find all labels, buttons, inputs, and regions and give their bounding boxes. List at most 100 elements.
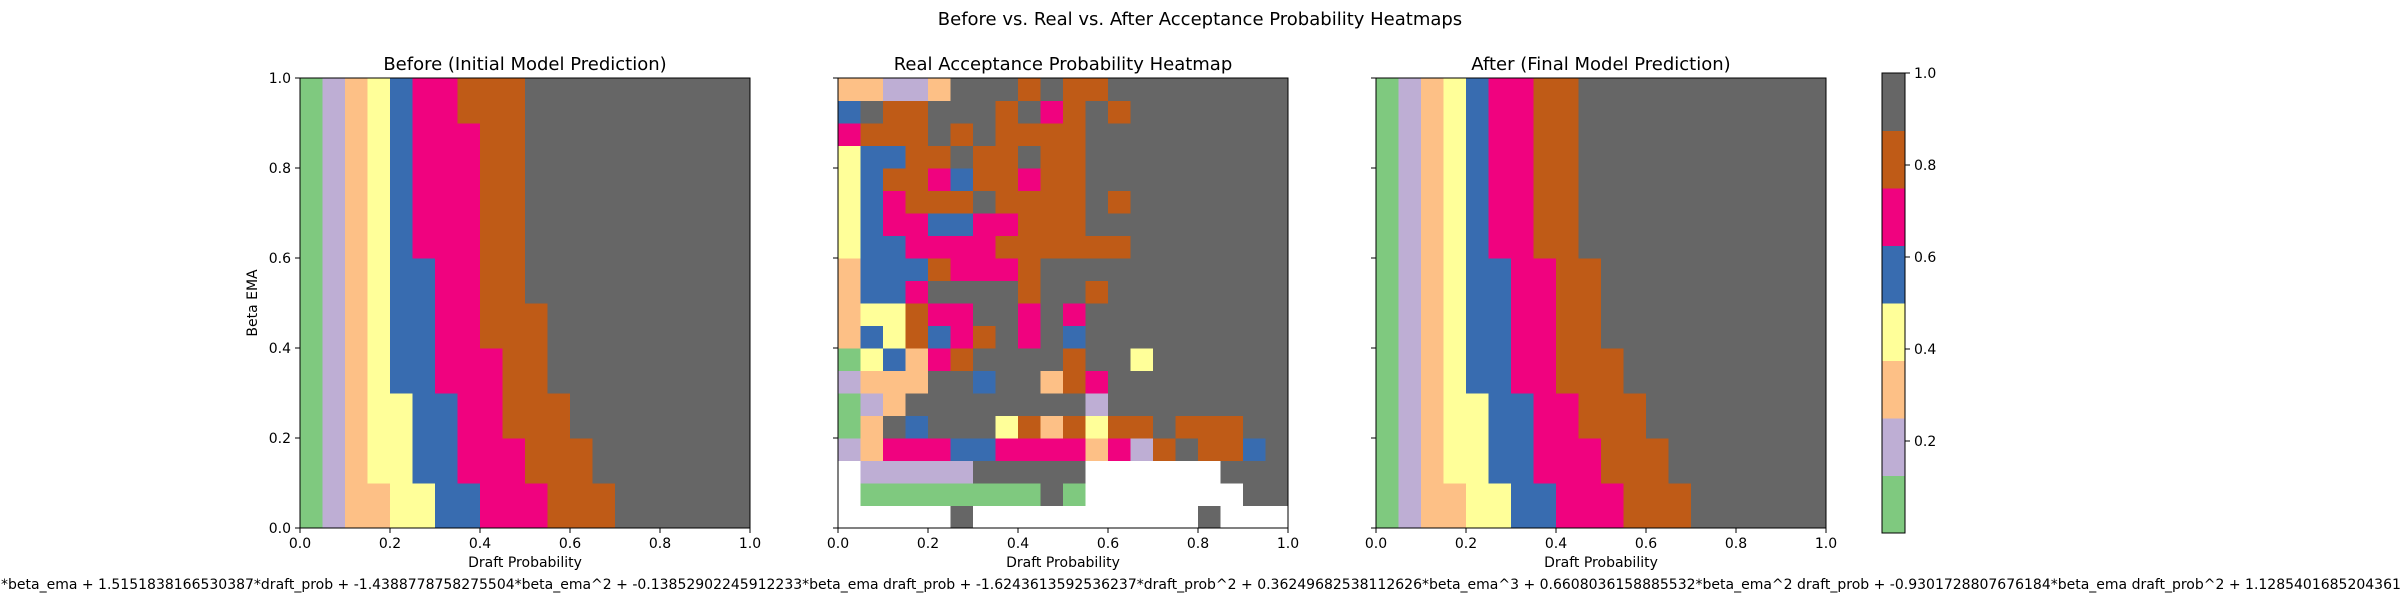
heatmap-cell [1421, 100, 1444, 124]
heatmap-cell [615, 438, 638, 461]
heatmap-cell [1488, 280, 1512, 304]
colorbar-segment [1882, 303, 1905, 361]
heatmap-cell [1578, 145, 1602, 169]
heatmap-cell [1466, 483, 1489, 506]
heatmap-cell [1398, 100, 1422, 124]
heatmap-cell [883, 460, 906, 484]
heatmap-cell [1130, 505, 1154, 529]
heatmap-cell [860, 483, 884, 506]
heatmap-cell [838, 415, 861, 439]
heatmap-cell [860, 78, 884, 101]
heatmap-cell [973, 235, 996, 259]
heatmap-cell [1758, 190, 1782, 214]
heatmap-cell [1713, 280, 1737, 304]
heatmap-cell [1085, 370, 1109, 394]
heatmap-cell [322, 483, 346, 506]
heatmap-cell [1175, 100, 1199, 124]
heatmap-cell [1668, 370, 1692, 394]
heatmap-cell [1533, 325, 1557, 349]
heatmap-cell [1198, 190, 1221, 214]
heatmap-cell [345, 393, 368, 416]
heatmap-cell [905, 145, 929, 169]
heatmap-cell [435, 415, 458, 439]
heatmap-cell [1533, 460, 1557, 484]
heatmap-cell [1533, 438, 1557, 461]
heatmap-cell [682, 258, 706, 281]
heatmap-cell [322, 213, 346, 236]
heatmap-cell [1668, 348, 1692, 371]
heatmap-cell [905, 415, 929, 439]
heatmap-cell [1376, 145, 1399, 169]
heatmap-cell [860, 145, 884, 169]
heatmap-cell [1803, 280, 1827, 304]
heatmap-cell [480, 348, 503, 371]
heatmap-cell [838, 483, 861, 506]
heatmap-cell [1601, 280, 1624, 304]
heatmap-cell [1556, 460, 1579, 484]
heatmap-cell [570, 303, 593, 326]
heatmap-cell [1623, 483, 1647, 506]
heatmap-cell [705, 145, 728, 169]
heatmap-cell [1803, 78, 1827, 101]
heatmap-cell [682, 415, 706, 439]
heatmap-cell [1736, 168, 1759, 191]
heatmap-cell [682, 145, 706, 169]
heatmap-cell [480, 213, 503, 236]
heatmap-cell [1466, 303, 1489, 326]
heatmap-cell [727, 348, 751, 371]
heatmap-cell [1713, 505, 1737, 529]
heatmap-cell [1758, 348, 1782, 371]
heatmap-cell [1556, 145, 1579, 169]
heatmap-cell [950, 213, 974, 236]
heatmap-cell [637, 483, 661, 506]
heatmap-cell [838, 370, 861, 394]
heatmap-cell [1466, 348, 1489, 371]
heatmap-cell [1175, 438, 1199, 461]
heatmap-cell [1398, 258, 1422, 281]
heatmap-cell [1398, 190, 1422, 214]
heatmap-cell [1085, 393, 1109, 416]
heatmap-cell [592, 415, 616, 439]
heatmap-cell [390, 100, 413, 124]
x-tick-label: 0.6 [1635, 536, 1657, 552]
heatmap-cell [1713, 483, 1737, 506]
heatmap-cell [1623, 280, 1647, 304]
heatmap-cell [300, 280, 323, 304]
heatmap-cell [1220, 505, 1244, 529]
heatmap-cell [973, 415, 996, 439]
heatmap-cell [883, 483, 906, 506]
heatmap-cell [660, 123, 683, 146]
heatmap-cell [928, 78, 951, 101]
colorbar-segment [1882, 360, 1905, 419]
heatmap-cell [1376, 415, 1399, 439]
heatmap-cell [300, 100, 323, 124]
heatmap-cell [1443, 100, 1467, 124]
x-tick-label: 0.0 [289, 536, 311, 552]
heatmap-cell [1376, 235, 1399, 259]
heatmap-cell [1243, 505, 1266, 529]
heatmap-cell [300, 325, 323, 349]
heatmap-cell [1713, 460, 1737, 484]
heatmap-cell [1533, 145, 1557, 169]
heatmap-cell [1556, 100, 1579, 124]
heatmap-cell [615, 78, 638, 101]
heatmap-cell [1243, 393, 1266, 416]
heatmap-cell [1803, 190, 1827, 214]
heatmap-cell [727, 325, 751, 349]
heatmap-cell [1063, 258, 1086, 281]
heatmap-cell [1556, 483, 1579, 506]
heatmap-cell [1198, 100, 1221, 124]
heatmap-cell [1781, 483, 1804, 506]
heatmap-cell [1421, 415, 1444, 439]
heatmap-cell [480, 415, 503, 439]
heatmap-cell [1803, 370, 1827, 394]
heatmap-cell [1175, 168, 1199, 191]
heatmap-cell [1376, 348, 1399, 371]
heatmap-cell [502, 213, 526, 236]
heatmap-cell [300, 168, 323, 191]
heatmap-cell [1198, 460, 1221, 484]
heatmap-cell [660, 280, 683, 304]
heatmap-cell [1220, 145, 1244, 169]
heatmap-cell [1691, 235, 1714, 259]
heatmap-cell [995, 460, 1019, 484]
